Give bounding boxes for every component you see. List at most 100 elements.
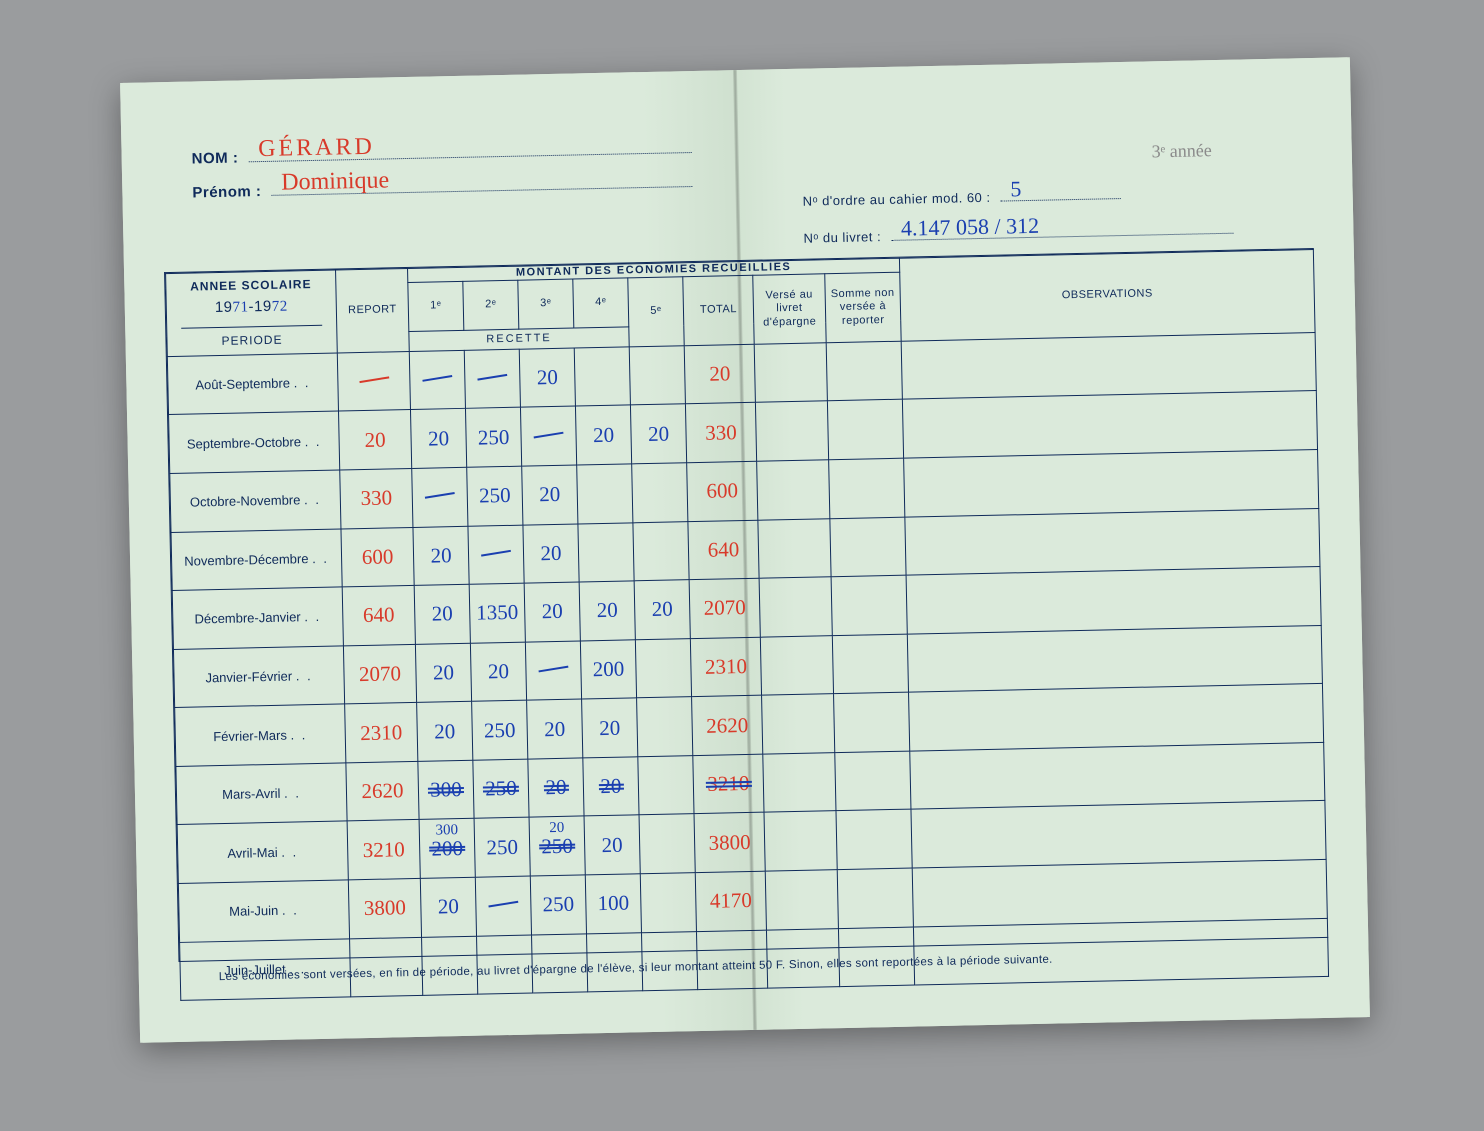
cell-value: 600: [706, 478, 738, 504]
r1-cell: 20: [415, 643, 471, 703]
obs-cell: [905, 508, 1320, 575]
r5-cell: 20: [630, 404, 686, 464]
periode-cell: Février-Mars . .: [175, 704, 346, 766]
somme-cell: [836, 809, 912, 869]
verse-cell: [762, 694, 835, 754]
cell-value: 20: [438, 894, 460, 919]
cell-value: 4170: [710, 888, 753, 914]
periode-cell: Janvier-Février . .: [173, 646, 344, 708]
verse-cell: [758, 518, 831, 578]
cell-value: 600: [362, 544, 394, 570]
cell-value: 20: [651, 597, 673, 622]
r5-cell: [633, 521, 689, 581]
r1-cell: 20: [420, 877, 476, 937]
cell-value: 2310: [705, 654, 748, 680]
nom-field: GÉRARD: [248, 131, 692, 162]
th-annee: ANNEE SCOLAIRE 1971-1972 PERIODE: [166, 270, 338, 356]
total-cell: 2310: [690, 637, 761, 697]
r1-cell: 20: [413, 526, 469, 586]
periode-cell: Août-Septembre . .: [167, 353, 338, 415]
corrected-value: 20 250: [541, 833, 573, 859]
periode-cell: Avril-Mai . .: [177, 821, 348, 883]
cell-value: 640: [363, 603, 395, 629]
dash-mark: [477, 369, 507, 384]
periode-cell: Mars-Avril . .: [176, 763, 347, 825]
verse-cell: [759, 577, 832, 637]
corrected-value: 300 200: [431, 836, 463, 862]
r2-cell: 20: [470, 642, 526, 702]
verse-cell: [760, 635, 833, 695]
nom-label: NOM :: [192, 150, 239, 168]
cell-value: 200: [592, 657, 624, 683]
cell-value: 330: [360, 486, 392, 512]
cell-value: 20: [433, 660, 455, 685]
somme-cell: [826, 341, 902, 401]
dash-mark: [359, 371, 389, 386]
cell-value: 20: [540, 541, 562, 566]
r4-cell: 20: [583, 757, 639, 817]
cell-value: 250: [484, 717, 516, 743]
th-somme: Somme non versée à reporter: [825, 272, 901, 342]
dash-mark: [481, 545, 511, 560]
livret-label: Nᵒ du livret :: [803, 229, 881, 246]
obs-cell: [910, 742, 1325, 809]
cell-value: 20: [648, 421, 670, 446]
cell-value: 250: [542, 892, 574, 918]
cell-value: 20: [537, 365, 559, 390]
verse-cell: [754, 343, 827, 403]
r2-cell: [475, 876, 531, 936]
total-cell: 600: [687, 461, 758, 521]
r2-cell: 250: [467, 466, 523, 526]
cell-value: 3800: [364, 895, 407, 921]
r4-cell: 20: [584, 815, 640, 875]
th-r4: 4ᵉ: [573, 278, 629, 327]
r5-cell: [638, 755, 694, 815]
obs-cell: [907, 625, 1322, 692]
table-body: Août-Septembre . . 20 20 Septembre-Octob…: [167, 332, 1328, 1000]
right-header: 3ᵉ année Nᵒ d'ordre au cahier mod. 60 : …: [802, 150, 1234, 258]
cell-value: 20: [364, 427, 386, 452]
r5-cell: [632, 463, 688, 523]
ordre-field: 5: [1000, 177, 1120, 202]
total-cell: 4170: [695, 871, 766, 931]
total-cell: 2070: [689, 578, 760, 638]
somme-cell: [837, 868, 913, 928]
obs-cell: [912, 859, 1327, 926]
somme-cell: [835, 751, 911, 811]
cell-value: 2310: [360, 720, 403, 746]
r3-cell: 20: [523, 524, 579, 584]
somme-cell: [829, 458, 905, 518]
cell-value: 2070: [703, 595, 746, 621]
report-cell: [337, 351, 410, 411]
verse-cell: [763, 752, 836, 812]
cell-value: 20: [488, 659, 510, 684]
r2-cell: 250: [472, 700, 528, 760]
cell-value: 3800: [708, 830, 751, 856]
report-cell: 20: [339, 410, 412, 470]
cell-value: 250: [479, 483, 511, 509]
r3-cell: [525, 641, 581, 701]
report-cell: 3800: [348, 878, 421, 938]
periode-cell: Mai-Juin . .: [178, 880, 349, 942]
r2-cell: [464, 349, 520, 409]
cell-value: 2070: [359, 661, 402, 687]
ordre-label: Nᵒ d'ordre au cahier mod. 60 :: [803, 190, 991, 209]
r3-cell: 20 250: [529, 816, 585, 876]
cell-value: 20: [428, 426, 450, 451]
cell-value: 20: [541, 599, 563, 624]
dash-mark: [533, 426, 563, 441]
r5-cell: [635, 638, 691, 698]
periode-cell: Novembre-Décembre . .: [171, 528, 342, 590]
obs-cell: [911, 801, 1326, 868]
report-cell: 600: [341, 527, 414, 587]
somme-cell: [834, 692, 910, 752]
struck-value: 250: [485, 776, 517, 802]
savings-booklet: NOM : GÉRARD Prénom : Dominique 3ᵉ année…: [120, 57, 1370, 1043]
total-cell: 3800: [694, 813, 765, 873]
report-cell: 2310: [345, 703, 418, 763]
dash-mark: [425, 487, 455, 502]
cell-value: 20: [430, 543, 452, 568]
r4-cell: [574, 347, 630, 407]
cell-value: 20: [434, 719, 456, 744]
r1-cell: 20: [410, 409, 466, 469]
